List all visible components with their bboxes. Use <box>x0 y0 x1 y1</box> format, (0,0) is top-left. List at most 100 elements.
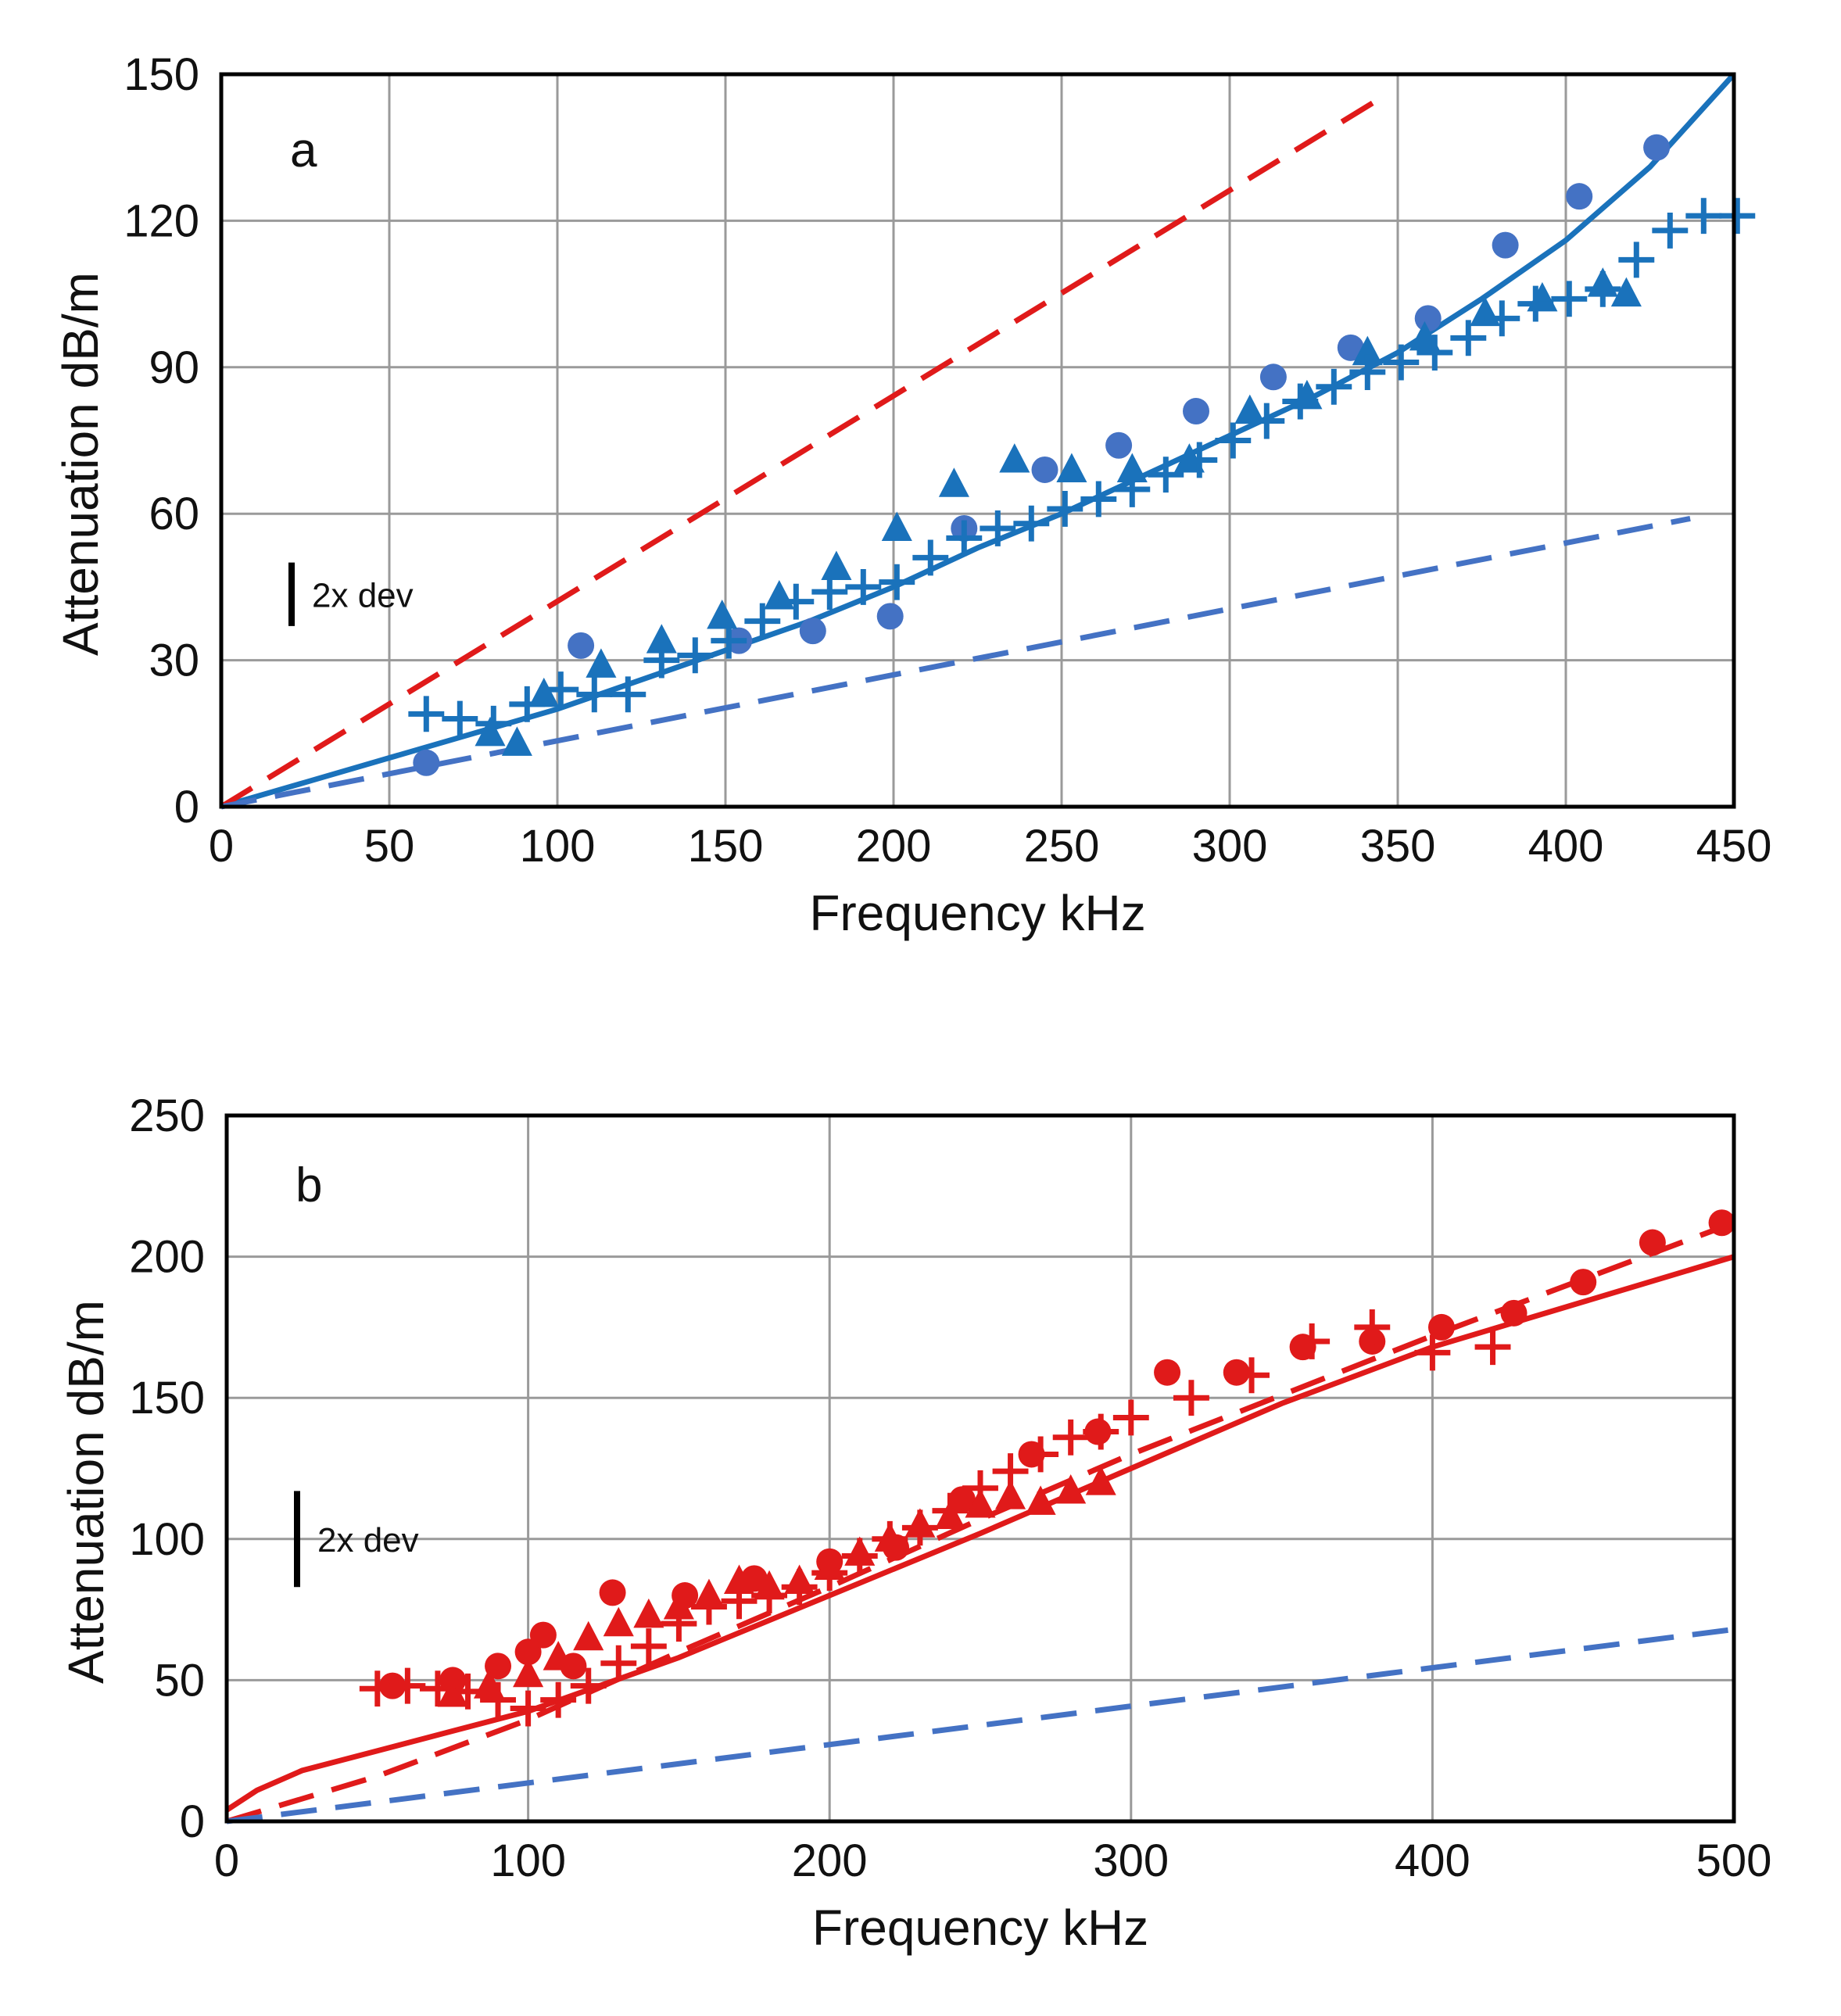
scale-bar-label: 2x dev <box>312 576 414 614</box>
series-line-dashed <box>226 1626 1735 1824</box>
data-point-triangle <box>1116 453 1148 483</box>
data-point-triangle <box>633 1598 664 1628</box>
data-point-plus <box>744 603 781 639</box>
y-tick-label: 90 <box>149 342 199 393</box>
data-point-plus <box>1551 281 1588 317</box>
data-point-circle <box>1031 456 1058 483</box>
data-point-plus <box>691 1588 727 1625</box>
data-point-plus <box>570 1667 607 1704</box>
data-point-circle <box>799 618 826 645</box>
chart-panel-b: 0 100 200 300 400 500 0 50 100 150 200 250 b 2x dev… <box>58 1090 1771 1956</box>
x-axis-label-b: Frequency kHz <box>812 1900 1148 1956</box>
y-axis-label-a: Attenuation dB/m <box>52 272 109 656</box>
data-point-circle <box>948 1486 976 1513</box>
y-tick-label: 200 <box>129 1232 205 1283</box>
data-point-plus <box>1248 403 1285 439</box>
data-point-circle <box>1223 1359 1250 1386</box>
data-point-plus <box>845 568 882 605</box>
data-point-plus <box>980 510 1016 546</box>
data-point-triangle <box>995 1480 1026 1509</box>
data-point-plus <box>781 1569 818 1606</box>
y-tick-label: 120 <box>124 195 199 246</box>
data-point-plus <box>1234 1357 1270 1394</box>
data-point-circle <box>1427 1313 1455 1341</box>
data-point-circle <box>1105 431 1133 459</box>
data-point-circle <box>599 1579 626 1606</box>
data-point-circle <box>1154 1359 1181 1386</box>
data-point-circle <box>529 1621 557 1649</box>
data-point-plus <box>1173 1380 1209 1416</box>
data-point-plus <box>912 539 949 576</box>
data-point-triangle <box>1610 277 1642 307</box>
data-point-plus <box>811 1555 848 1592</box>
data-point-plus <box>1618 242 1655 278</box>
data-point-plus <box>811 574 848 611</box>
data-point-triangle <box>513 1657 544 1688</box>
data-point-circle <box>1570 1269 1597 1296</box>
y-tick-label: 60 <box>149 489 199 539</box>
y-axis-label-b: Attenuation dB/m <box>58 1300 114 1684</box>
scale-bar-label: 2x dev <box>317 1521 419 1559</box>
data-point-plus <box>1585 270 1621 307</box>
data-point-plus <box>879 564 915 600</box>
data-point-plus <box>510 1690 546 1727</box>
chart-panel-a: 0 50 100 150 200 250 300 350 400 450 0 30 60 90 120 150… <box>52 49 1771 941</box>
x-tick-label: 300 <box>1192 821 1268 872</box>
data-point-triangle <box>603 1606 634 1637</box>
data-point-plus <box>751 1577 788 1613</box>
data-point-circle <box>1183 398 1209 425</box>
x-tick-label: 100 <box>520 821 596 872</box>
data-point-triangle <box>1085 1466 1116 1495</box>
x-tick-label: 200 <box>856 821 932 872</box>
data-point-plus <box>1414 1334 1451 1371</box>
data-point-triangle <box>528 677 560 707</box>
data-point-plus <box>677 637 714 674</box>
data-point-plus <box>643 642 680 679</box>
data-point-circle <box>514 1638 542 1666</box>
data-point-triangle <box>475 716 506 747</box>
data-point-plus <box>661 1606 697 1642</box>
data-point-triangle <box>707 599 738 629</box>
y-tick-label: 100 <box>129 1514 205 1565</box>
data-point-plus <box>408 696 445 732</box>
y-tick-label: 150 <box>129 1373 205 1423</box>
data-point-triangle <box>646 624 677 653</box>
data-point-triangle <box>1055 1474 1087 1504</box>
x-tick-label: 100 <box>490 1835 566 1886</box>
data-point-plus <box>1417 335 1453 371</box>
data-point-plus <box>841 1538 878 1574</box>
gridlines-a <box>220 73 1735 808</box>
data-point-plus <box>1215 422 1252 459</box>
data-point-triangle <box>573 1620 604 1651</box>
data-point-plus <box>1354 1309 1391 1345</box>
data-point-plus <box>1474 1329 1511 1366</box>
x-tick-label: 400 <box>1395 1835 1470 1886</box>
plot-frame-a <box>219 72 1736 809</box>
data-point-plus <box>1148 457 1184 493</box>
data-point-plus <box>359 1670 396 1707</box>
data-point-circle <box>876 603 904 630</box>
data-point-triangle <box>501 726 532 756</box>
data-point-circle <box>1414 305 1442 332</box>
x-tick-label: 250 <box>1024 821 1100 872</box>
data-point-plus <box>1114 471 1151 507</box>
y-tick-label: 0 <box>174 782 199 833</box>
data-point-plus <box>576 676 613 713</box>
x-tick-label: 350 <box>1360 821 1436 872</box>
series-line-solid <box>220 72 1736 810</box>
data-point-plus <box>901 1509 938 1546</box>
data-point-plus <box>1047 491 1083 527</box>
x-tick-label: 400 <box>1528 821 1604 872</box>
data-point-plus <box>419 1670 456 1707</box>
data-point-plus <box>509 686 546 722</box>
data-point-plus <box>389 1667 426 1704</box>
data-point-plus <box>1282 383 1319 420</box>
data-point-plus <box>1517 285 1554 322</box>
data-point-circle <box>1259 363 1287 391</box>
data-point-plus <box>540 1681 577 1718</box>
x-tick-label: 500 <box>1696 1835 1772 1886</box>
series-line-dashed <box>220 515 1691 810</box>
plot-frame-b <box>224 1113 1736 1824</box>
x-axis-label-a: Frequency kHz <box>809 885 1145 941</box>
